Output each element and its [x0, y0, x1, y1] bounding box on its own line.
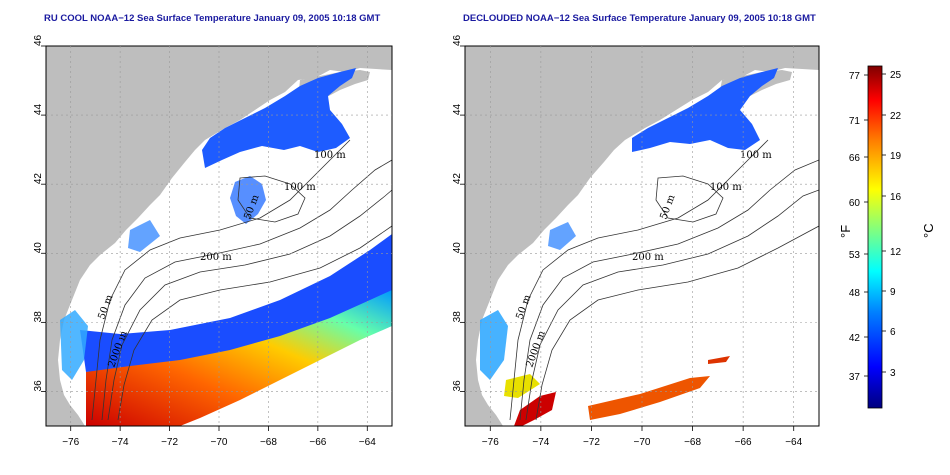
- contour-label: 100 m: [740, 150, 772, 161]
- lon-tick-label: −72: [583, 437, 600, 448]
- lat-tick-label: 42: [452, 173, 463, 185]
- lon-tick-label: −76: [482, 437, 499, 448]
- lat-tick-label: 46: [33, 34, 44, 46]
- isobath-2000m: [117, 225, 392, 421]
- sst-gulf-of-maine: [202, 68, 356, 168]
- cb-c-tick-label: 12: [890, 247, 902, 258]
- cb-f-tick-label: 60: [849, 198, 861, 209]
- lon-tick-label: −76: [62, 437, 79, 448]
- contour-label: 100 m: [710, 182, 742, 193]
- land-mass: [465, 46, 819, 426]
- colorbar-fahrenheit-label: °F: [838, 225, 853, 238]
- cb-c-tick-label: 6: [890, 327, 896, 338]
- cb-c-tick-label: 25: [890, 70, 902, 81]
- isobath-100m: [519, 159, 819, 421]
- isobath-200m: [525, 189, 819, 421]
- contour-label: 100 m: [314, 150, 346, 161]
- lon-tick-label: −68: [260, 437, 277, 448]
- contour-label: 50 m: [96, 293, 115, 321]
- cb-c-tick-label: 16: [890, 192, 902, 203]
- sst-coastal-cyan: [60, 310, 88, 380]
- lon-tick-label: −74: [532, 437, 549, 448]
- lat-tick-label: 36: [33, 380, 44, 392]
- lon-tick-label: −70: [211, 437, 228, 448]
- sst-warm-streak: [708, 356, 730, 364]
- sst-gulf-of-maine: [632, 68, 778, 152]
- colorbar-celsius-label: °C: [921, 223, 936, 238]
- lon-tick-label: −74: [112, 437, 129, 448]
- cb-f-tick-label: 48: [849, 288, 861, 299]
- isobath-200m: [107, 189, 392, 421]
- lat-tick-label: 38: [452, 311, 463, 323]
- panel-title-right: DECLOUDED NOAA−12 Sea Surface Temperatur…: [463, 13, 816, 24]
- cb-f-tick-label: 66: [849, 153, 861, 164]
- cb-f-tick-label: 37: [849, 372, 861, 383]
- cb-f-tick-label: 42: [849, 333, 861, 344]
- axis-ticks-left: 46 44 42 40 38 36 −76 −74 −72 −70 −68 −66 −64: [33, 34, 376, 448]
- cb-f-tick-label: 71: [849, 116, 861, 127]
- cb-c-tick-label: 19: [890, 151, 902, 162]
- contour-label: 100 m: [284, 182, 316, 193]
- contour-label: 2000 m: [524, 329, 548, 369]
- lat-tick-label: 44: [33, 104, 44, 116]
- contour-label: 50 m: [514, 293, 533, 321]
- contour-label: 200 m: [200, 252, 232, 263]
- lon-tick-label: −68: [684, 437, 701, 448]
- sst-coastal-yellow: [504, 374, 540, 398]
- lat-tick-label: 38: [33, 311, 44, 323]
- cb-c-tick-label: 9: [890, 287, 896, 298]
- map-panel-left: 100 m 100 m 200 m 50 m 2000 m 50 m 46444…: [33, 34, 393, 448]
- lon-tick-label: −66: [309, 437, 326, 448]
- grid-right: [465, 46, 819, 426]
- panel-title-left: RU COOL NOAA−12 Sea Surface Temperature …: [44, 13, 381, 24]
- sst-band-blue: [80, 234, 392, 372]
- axis-ticks-right: 46 44 42 40 38 36 −76 −74 −72 −70 −68 −66 −64: [452, 34, 803, 448]
- lon-tick-label: −66: [735, 437, 752, 448]
- colorbar: 77 71 66 60 53 48 42 37 25 22 19 16 12 9 6 3 °F °C: [838, 65, 936, 409]
- sst-coastal-blue: [128, 220, 160, 252]
- sst-coastal-cyan: [480, 310, 508, 380]
- cb-c-tick-label: 3: [890, 368, 896, 379]
- isobath-georges: [237, 175, 306, 223]
- lon-tick-label: −72: [161, 437, 178, 448]
- contour-label: 200 m: [632, 252, 664, 263]
- lat-tick-label: 44: [452, 104, 463, 116]
- lon-tick-label: −64: [359, 437, 376, 448]
- isobath-georges: [655, 175, 724, 223]
- land-mass: [46, 46, 392, 426]
- sst-warm-streak: [588, 376, 710, 420]
- colorbar-gradient: [867, 65, 883, 409]
- contour-label: 50 m: [658, 193, 677, 221]
- lat-tick-label: 40: [33, 242, 44, 254]
- lon-tick-label: −70: [634, 437, 651, 448]
- colorbar-celsius-ticks: 25 22 19 16 12 9 6 3: [882, 70, 902, 379]
- isobath-50m: [91, 139, 351, 421]
- grid-left: [46, 46, 392, 426]
- lon-tick-label: −64: [785, 437, 802, 448]
- map-panel-right: 100 m 100 m 200 m 50 m 2000 m 50 m 46444…: [452, 34, 820, 448]
- isobath-50m: [509, 139, 769, 421]
- cb-c-tick-label: 22: [890, 111, 902, 122]
- lat-tick-label: 46: [452, 34, 463, 46]
- cb-f-tick-label: 53: [849, 250, 861, 261]
- isobath-100m: [101, 159, 392, 421]
- sst-coastal-blue: [548, 222, 576, 250]
- sst-warm-patch: [514, 392, 556, 426]
- lat-tick-label: 36: [452, 380, 463, 392]
- colorbar-fahrenheit-ticks: 77 71 66 60 53 48 42 37: [849, 71, 868, 383]
- cb-f-tick-label: 77: [849, 71, 861, 82]
- isobath-2000m: [535, 225, 819, 421]
- lat-tick-label: 40: [452, 242, 463, 254]
- lat-tick-label: 42: [33, 173, 44, 185]
- sst-band-warm: [86, 290, 392, 426]
